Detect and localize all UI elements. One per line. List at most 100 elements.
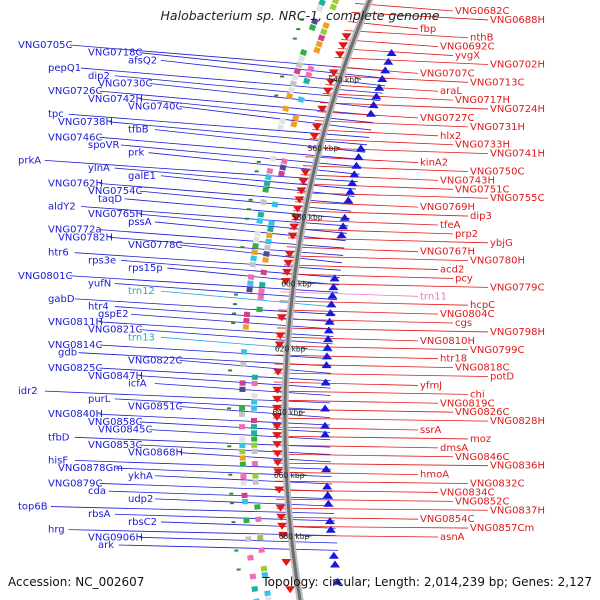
gene-label: VNG0837H bbox=[490, 505, 545, 516]
gene-label: VNG0755C bbox=[490, 193, 545, 204]
reverse-gene-arrow bbox=[274, 341, 285, 349]
label-connector bbox=[282, 273, 454, 279]
gene-label: VNG0741H bbox=[490, 149, 545, 160]
label-connector bbox=[280, 291, 419, 297]
feature-block bbox=[267, 226, 274, 233]
reverse-gene-arrow bbox=[285, 586, 296, 594]
feature-block bbox=[264, 238, 272, 245]
feature-block bbox=[257, 211, 265, 218]
feature-block bbox=[239, 455, 246, 461]
reverse-gene-arrow bbox=[272, 386, 283, 394]
feature-block bbox=[255, 516, 262, 523]
gene-label: trn12 bbox=[128, 286, 155, 297]
gene-label: VNG0769H bbox=[420, 202, 475, 213]
gene-label: nthB bbox=[470, 33, 494, 44]
gene-label: rps15p bbox=[128, 263, 163, 274]
feature-block bbox=[264, 590, 271, 597]
reverse-gene-arrow bbox=[273, 368, 284, 376]
gene-label: pepQ1 bbox=[48, 63, 81, 74]
gene-label: VNG0688H bbox=[490, 15, 545, 26]
gene-label: rbsA bbox=[88, 509, 111, 520]
gene-label: tfbD bbox=[48, 432, 70, 443]
label-connector bbox=[118, 544, 339, 551]
label-connector bbox=[285, 255, 469, 262]
label-connector bbox=[294, 201, 419, 208]
gene-label: VNG0868H bbox=[128, 448, 183, 459]
label-connector bbox=[273, 453, 454, 458]
forward-gene-arrow bbox=[383, 57, 394, 65]
feature-block bbox=[251, 448, 258, 455]
feature-block bbox=[318, 0, 326, 7]
gene-label: VNG0858C bbox=[88, 417, 143, 428]
reverse-gene-arrow bbox=[276, 513, 287, 521]
gene-label: VNG0853C bbox=[88, 440, 143, 451]
label-connector bbox=[148, 152, 360, 175]
gene-label: tpc bbox=[48, 109, 64, 120]
gene-label: VNG0826C bbox=[455, 407, 510, 418]
gene-label: idr2 bbox=[18, 386, 38, 397]
gene-label: VNG0751C bbox=[455, 184, 510, 195]
gene-label: htr4 bbox=[88, 302, 109, 313]
gene-label: VNG0828H bbox=[490, 416, 545, 427]
gene-label: ybjG bbox=[490, 238, 513, 249]
gene-label: VNG0814C bbox=[48, 340, 103, 351]
forward-gene-arrow bbox=[327, 291, 338, 299]
reverse-gene-arrow bbox=[272, 450, 283, 458]
gene-label: kinA2 bbox=[420, 158, 448, 169]
feature-block bbox=[252, 242, 259, 249]
gene-label: VNG0733H bbox=[455, 140, 510, 151]
gene-label: yvgX bbox=[455, 51, 480, 62]
gene-label: top6B bbox=[18, 502, 48, 513]
label-connector bbox=[139, 536, 338, 544]
reverse-gene-arrow bbox=[278, 531, 289, 539]
feature-block bbox=[262, 257, 269, 264]
label-connector bbox=[109, 236, 344, 256]
cds-marker bbox=[256, 160, 261, 163]
label-connector bbox=[274, 363, 454, 369]
gene-label: potD bbox=[490, 372, 514, 383]
feature-block bbox=[289, 80, 297, 88]
forward-gene-arrow bbox=[343, 196, 354, 204]
feature-block bbox=[256, 534, 264, 541]
forward-gene-arrow bbox=[349, 170, 360, 178]
forward-gene-arrow bbox=[323, 326, 334, 334]
gene-label: VNG0727C bbox=[420, 113, 475, 124]
gene-label: VNG0707C bbox=[420, 68, 475, 79]
label-connector bbox=[273, 399, 439, 404]
forward-gene-arrow bbox=[324, 517, 335, 525]
forward-gene-arrow bbox=[329, 274, 340, 282]
label-connector bbox=[179, 359, 332, 374]
reverse-gene-arrow bbox=[322, 87, 333, 95]
reverse-gene-arrow bbox=[276, 314, 287, 322]
gene-label: ykhA bbox=[128, 471, 153, 482]
feature-block bbox=[247, 554, 254, 561]
feature-block bbox=[263, 180, 271, 187]
cds-marker bbox=[227, 407, 232, 410]
gene-label: tfeA bbox=[440, 220, 461, 231]
feature-block bbox=[251, 436, 258, 442]
gene-label: VNG0717H bbox=[455, 95, 510, 106]
label-connector bbox=[341, 39, 439, 48]
gene-label: hlx2 bbox=[440, 131, 461, 142]
reverse-gene-arrow bbox=[284, 250, 295, 258]
label-connector bbox=[293, 210, 469, 217]
forward-gene-arrow bbox=[351, 161, 362, 169]
label-connector bbox=[300, 174, 439, 181]
reverse-gene-arrow bbox=[292, 205, 303, 213]
feature-block bbox=[260, 565, 268, 572]
reverse-gene-arrow bbox=[272, 404, 283, 412]
feature-block bbox=[280, 158, 288, 165]
gene-label: galE1 bbox=[128, 171, 156, 182]
gene-label: VNG0851C bbox=[128, 402, 183, 413]
label-connector bbox=[274, 480, 469, 484]
gene-label: VNG0854C bbox=[420, 514, 475, 525]
feature-block bbox=[269, 155, 277, 162]
forward-gene-arrow bbox=[365, 109, 376, 117]
forward-gene-arrow bbox=[323, 499, 334, 507]
label-connector bbox=[99, 367, 331, 382]
label-connector bbox=[272, 417, 489, 422]
cds-marker bbox=[232, 312, 237, 315]
gene-label: VNG0750C bbox=[470, 166, 525, 177]
forward-gene-arrow bbox=[353, 153, 364, 161]
label-connector bbox=[281, 282, 489, 288]
